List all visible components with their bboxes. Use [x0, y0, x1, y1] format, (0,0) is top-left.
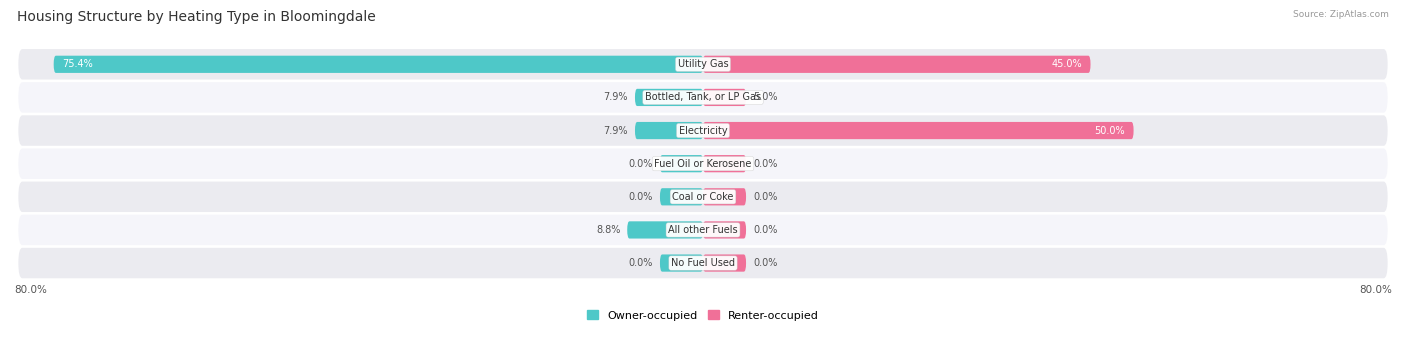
Text: 0.0%: 0.0%: [754, 225, 778, 235]
Text: Housing Structure by Heating Type in Bloomingdale: Housing Structure by Heating Type in Blo…: [17, 10, 375, 24]
FancyBboxPatch shape: [703, 254, 747, 272]
FancyBboxPatch shape: [703, 89, 747, 106]
FancyBboxPatch shape: [18, 181, 1388, 212]
FancyBboxPatch shape: [18, 49, 1388, 79]
FancyBboxPatch shape: [703, 155, 747, 172]
Text: 0.0%: 0.0%: [754, 159, 778, 169]
FancyBboxPatch shape: [18, 82, 1388, 113]
FancyBboxPatch shape: [636, 122, 703, 139]
FancyBboxPatch shape: [703, 188, 747, 205]
FancyBboxPatch shape: [703, 221, 747, 239]
Legend: Owner-occupied, Renter-occupied: Owner-occupied, Renter-occupied: [582, 306, 824, 325]
FancyBboxPatch shape: [18, 115, 1388, 146]
Text: 5.0%: 5.0%: [754, 92, 778, 102]
Text: 75.4%: 75.4%: [62, 59, 93, 69]
FancyBboxPatch shape: [53, 56, 703, 73]
Text: 0.0%: 0.0%: [628, 258, 652, 268]
Text: Bottled, Tank, or LP Gas: Bottled, Tank, or LP Gas: [645, 92, 761, 102]
FancyBboxPatch shape: [18, 148, 1388, 179]
Text: 80.0%: 80.0%: [14, 285, 46, 295]
FancyBboxPatch shape: [18, 215, 1388, 245]
FancyBboxPatch shape: [703, 122, 1133, 139]
Text: No Fuel Used: No Fuel Used: [671, 258, 735, 268]
FancyBboxPatch shape: [659, 188, 703, 205]
Text: 50.0%: 50.0%: [1094, 125, 1125, 136]
Text: Coal or Coke: Coal or Coke: [672, 192, 734, 202]
Text: Utility Gas: Utility Gas: [678, 59, 728, 69]
Text: 0.0%: 0.0%: [628, 159, 652, 169]
FancyBboxPatch shape: [18, 248, 1388, 278]
FancyBboxPatch shape: [659, 254, 703, 272]
Text: 7.9%: 7.9%: [603, 92, 628, 102]
FancyBboxPatch shape: [703, 56, 1091, 73]
Text: Electricity: Electricity: [679, 125, 727, 136]
Text: 0.0%: 0.0%: [628, 192, 652, 202]
Text: Source: ZipAtlas.com: Source: ZipAtlas.com: [1294, 10, 1389, 19]
Text: 0.0%: 0.0%: [754, 258, 778, 268]
Text: All other Fuels: All other Fuels: [668, 225, 738, 235]
Text: 0.0%: 0.0%: [754, 192, 778, 202]
Text: 45.0%: 45.0%: [1052, 59, 1083, 69]
Text: 8.8%: 8.8%: [596, 225, 620, 235]
Text: 80.0%: 80.0%: [1360, 285, 1392, 295]
Text: 7.9%: 7.9%: [603, 125, 628, 136]
Text: Fuel Oil or Kerosene: Fuel Oil or Kerosene: [654, 159, 752, 169]
FancyBboxPatch shape: [659, 155, 703, 172]
FancyBboxPatch shape: [636, 89, 703, 106]
FancyBboxPatch shape: [627, 221, 703, 239]
